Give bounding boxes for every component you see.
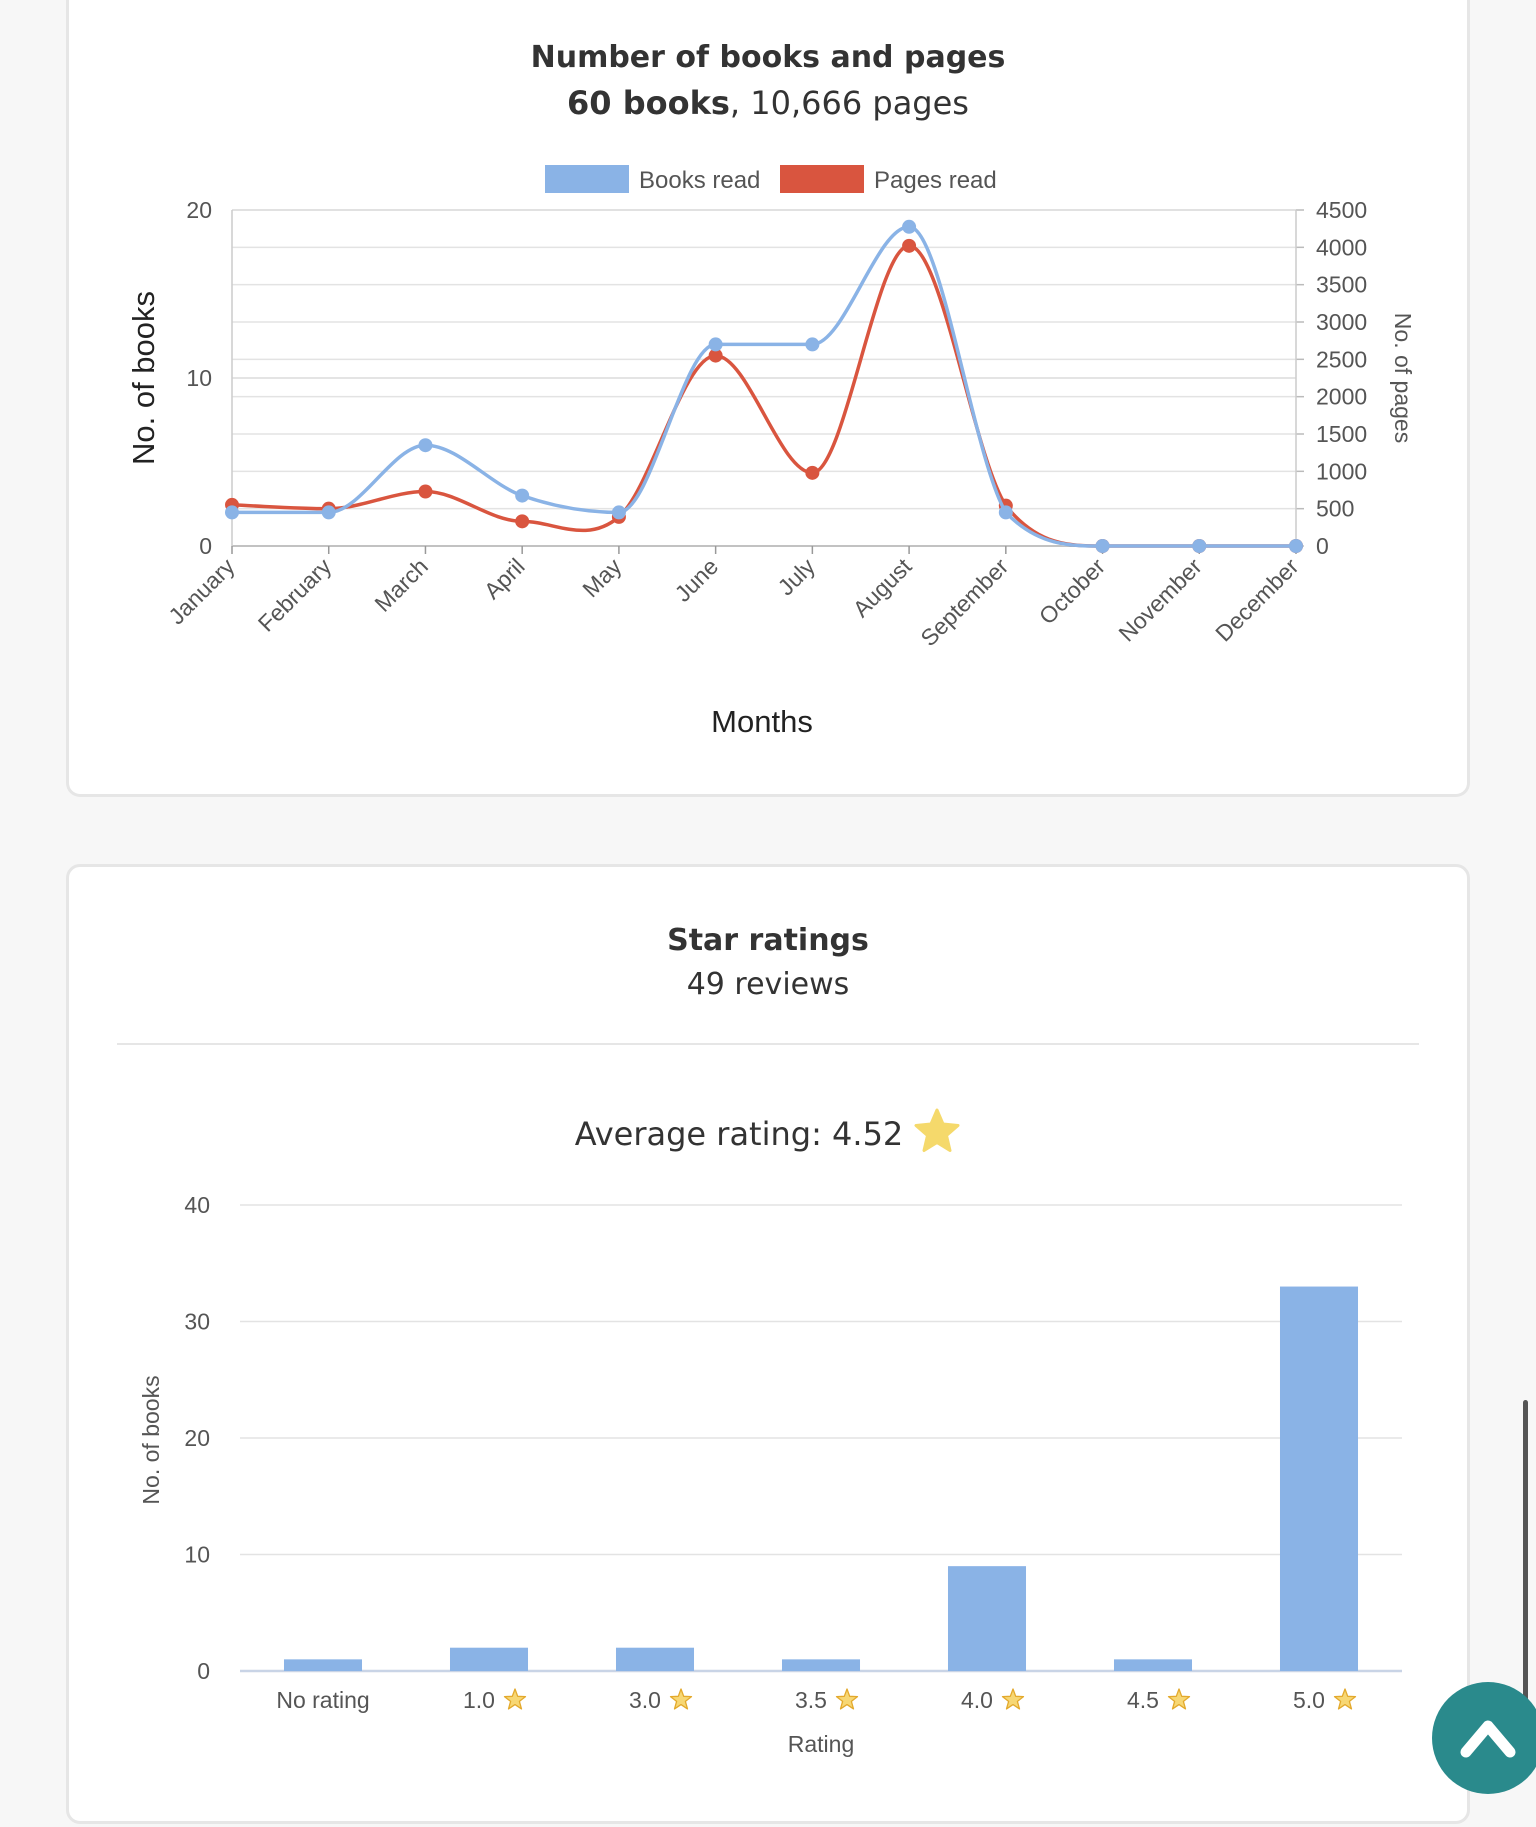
right-tick-label: 4500 [1316,197,1367,223]
star-icon [669,1688,693,1710]
pages-total: , 10,666 pages [729,84,969,122]
data-point [998,505,1013,520]
x-tick-label: February [253,553,337,637]
bar [781,1659,861,1671]
left-tick-label: 0 [199,533,212,559]
left-tick-label: 20 [186,197,212,223]
x-tick-label: March [369,553,433,617]
star-ratings-card: Star ratings 49 reviews Average rating: … [66,864,1470,1824]
data-point [418,484,433,499]
x-tick-label: April [479,553,530,604]
books-total: 60 books [567,84,730,122]
bar [283,1659,363,1671]
data-point [225,505,239,520]
y-axis-title: No. of books [138,1375,164,1504]
books-pages-card: Number of books and pages 60 books, 10,6… [66,0,1470,797]
x-tick-label: 4.0 [961,1687,993,1713]
chevron-up-icon [1460,1720,1516,1758]
left-tick-label: 10 [186,365,212,391]
y-axis-title-right: No. of pages [1390,313,1416,443]
right-tick-label: 0 [1316,533,1329,559]
legend-label: Books read [639,167,760,194]
star-icon [913,1107,961,1155]
x-tick-label: October [1034,553,1110,629]
scrollbar[interactable] [1523,1400,1528,1760]
bar [1279,1286,1359,1671]
x-tick-label: September [915,553,1013,651]
chart-title: Number of books and pages [530,40,1006,75]
bar [947,1566,1027,1671]
data-point [1192,539,1207,553]
x-tick-label: 3.5 [795,1687,827,1713]
x-tick-label: May [577,553,626,602]
ratings-subtitle: 49 reviews [686,967,850,1002]
x-tick-label: July [773,553,821,601]
right-tick-label: 2000 [1316,384,1367,410]
y-axis-title-left: No. of books [126,291,161,465]
line-chart: 0 500 1000 1500 2000 2500 3000 3500 4000 4500 0 10 2… [126,165,1416,739]
right-tick-label: 2500 [1316,346,1367,372]
x-tick-label: August [848,553,917,622]
bar [449,1647,529,1671]
data-point [708,337,723,352]
bar [615,1647,695,1671]
right-tick-label: 3500 [1316,272,1367,298]
y-tick-label: 0 [197,1658,210,1684]
right-tick-label: 1000 [1316,458,1367,484]
legend-label: Pages read [874,167,997,194]
chart-subtitle: 60 books, 10,666 pages [69,84,1467,122]
data-point [515,514,530,529]
data-point [515,488,530,503]
x-tick-label: June [670,553,724,607]
x-tick-label: 1.0 [463,1687,495,1713]
divider [117,1043,1419,1045]
star-icon [835,1688,859,1710]
back-to-top-button[interactable] [1432,1682,1536,1794]
ratings-title: Star ratings [667,923,869,958]
average-rating: Average rating: 4.52 [69,1107,1467,1155]
data-point [611,505,626,520]
y-tick-label: 10 [184,1542,210,1568]
data-point [902,219,917,234]
data-point [902,238,917,253]
star-icon [1333,1688,1357,1710]
star-icon [1001,1688,1025,1710]
x-tick-label: November [1113,553,1207,647]
x-tick-label: January [163,553,240,630]
legend-swatch [780,165,864,193]
x-tick-label: 5.0 [1293,1687,1325,1713]
data-point [805,337,820,352]
right-tick-label: 1500 [1316,421,1367,447]
x-axis-title: Rating [788,1731,854,1757]
star-icon [1167,1688,1191,1710]
average-rating-label: Average rating: 4.52 [574,1115,904,1153]
right-tick-label: 3000 [1316,309,1367,335]
x-tick-label: 3.0 [629,1687,661,1713]
y-tick-label: 30 [184,1309,210,1335]
x-tick-label: December [1210,553,1304,647]
bar-chart: 0 10 20 30 40 No. of books Rating No rating 1.0 3… [138,1192,1402,1757]
x-axis-title: Months [711,704,813,739]
x-tick-label: No rating [276,1687,369,1713]
x-tick-label: 4.5 [1127,1687,1159,1713]
star-icon [503,1688,527,1710]
y-tick-label: 20 [184,1425,210,1451]
data-point [418,438,433,453]
data-point [321,505,336,520]
data-point [708,348,723,363]
legend-swatch [545,165,629,193]
bar [1113,1659,1193,1671]
data-point [805,465,820,480]
data-point [1289,539,1303,553]
data-point [1095,539,1110,553]
y-tick-label: 40 [184,1192,210,1218]
right-tick-label: 500 [1316,496,1354,522]
right-tick-label: 4000 [1316,234,1367,260]
